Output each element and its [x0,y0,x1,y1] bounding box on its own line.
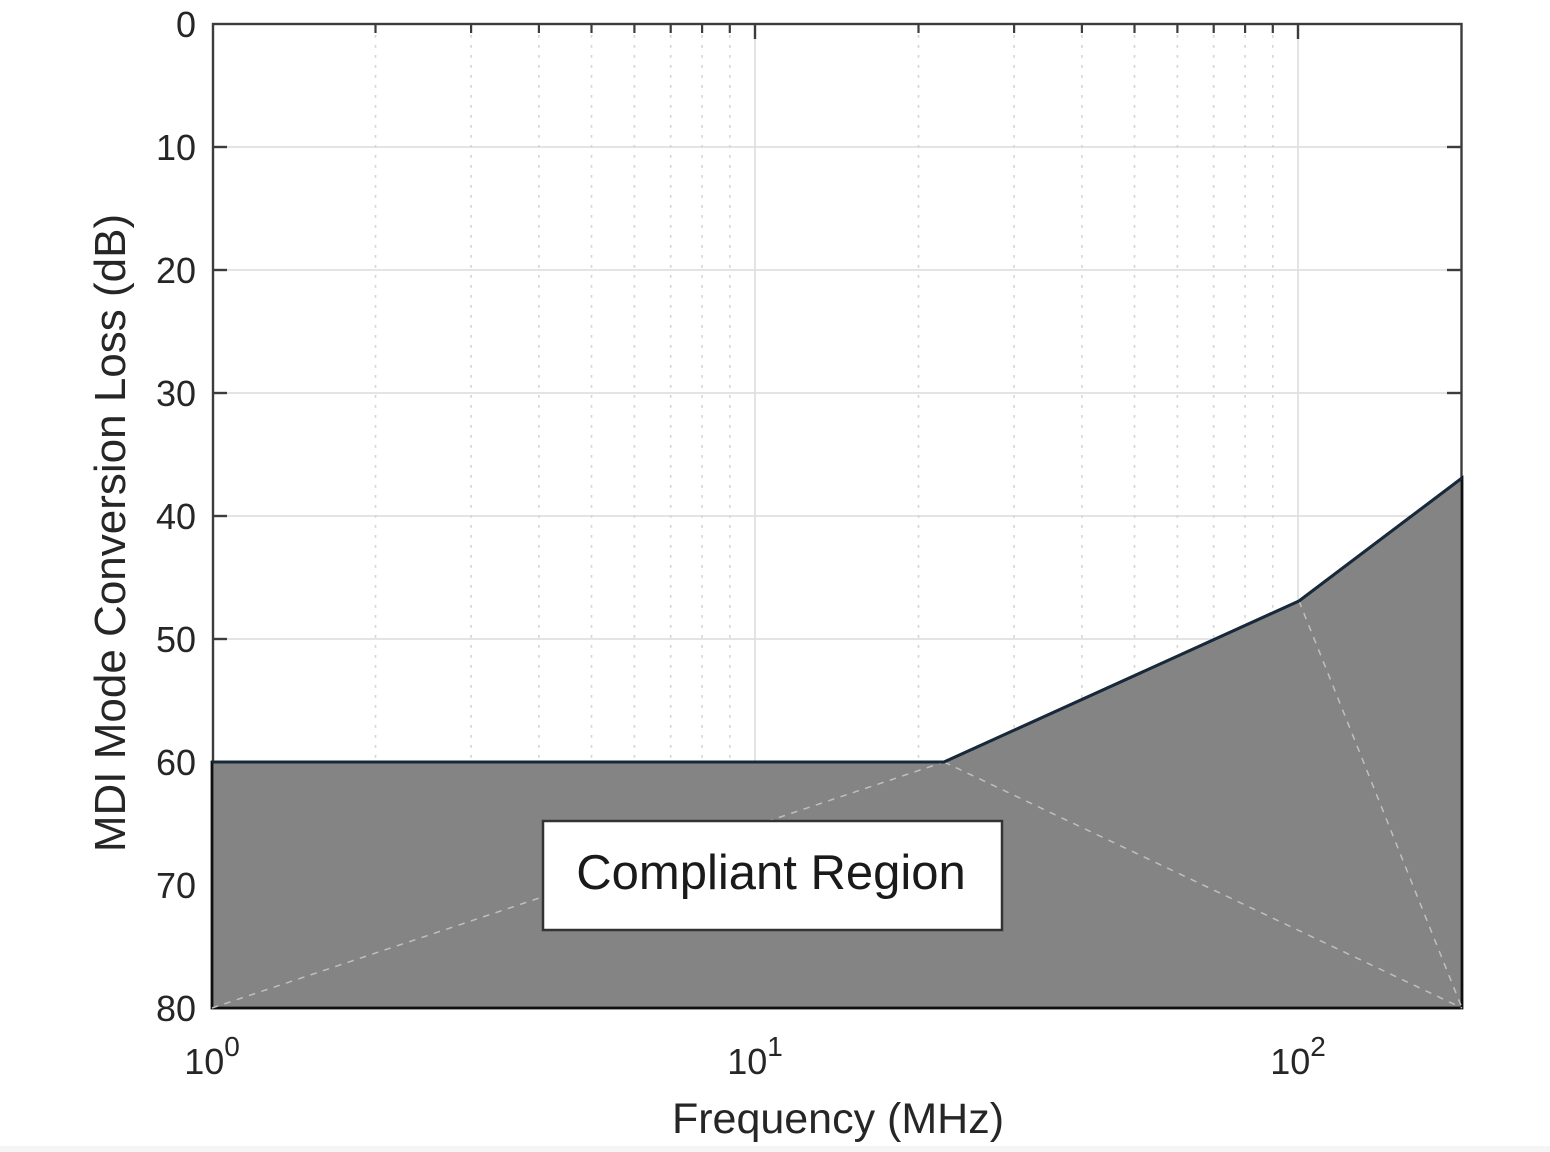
svg-text:60: 60 [156,742,196,783]
svg-text:30: 30 [156,373,196,414]
svg-text:20: 20 [156,250,196,291]
svg-text:70: 70 [156,865,196,906]
svg-text:0: 0 [176,4,196,45]
svg-text:40: 40 [156,496,196,537]
svg-text:Frequency (MHz): Frequency (MHz) [672,1095,1004,1143]
svg-text:50: 50 [156,619,196,660]
svg-text:80: 80 [156,988,196,1029]
svg-text:Compliant Region: Compliant Region [576,846,966,900]
svg-text:10: 10 [156,127,196,168]
svg-text:MDI Mode Conversion Loss (dB): MDI Mode Conversion Loss (dB) [86,214,135,852]
